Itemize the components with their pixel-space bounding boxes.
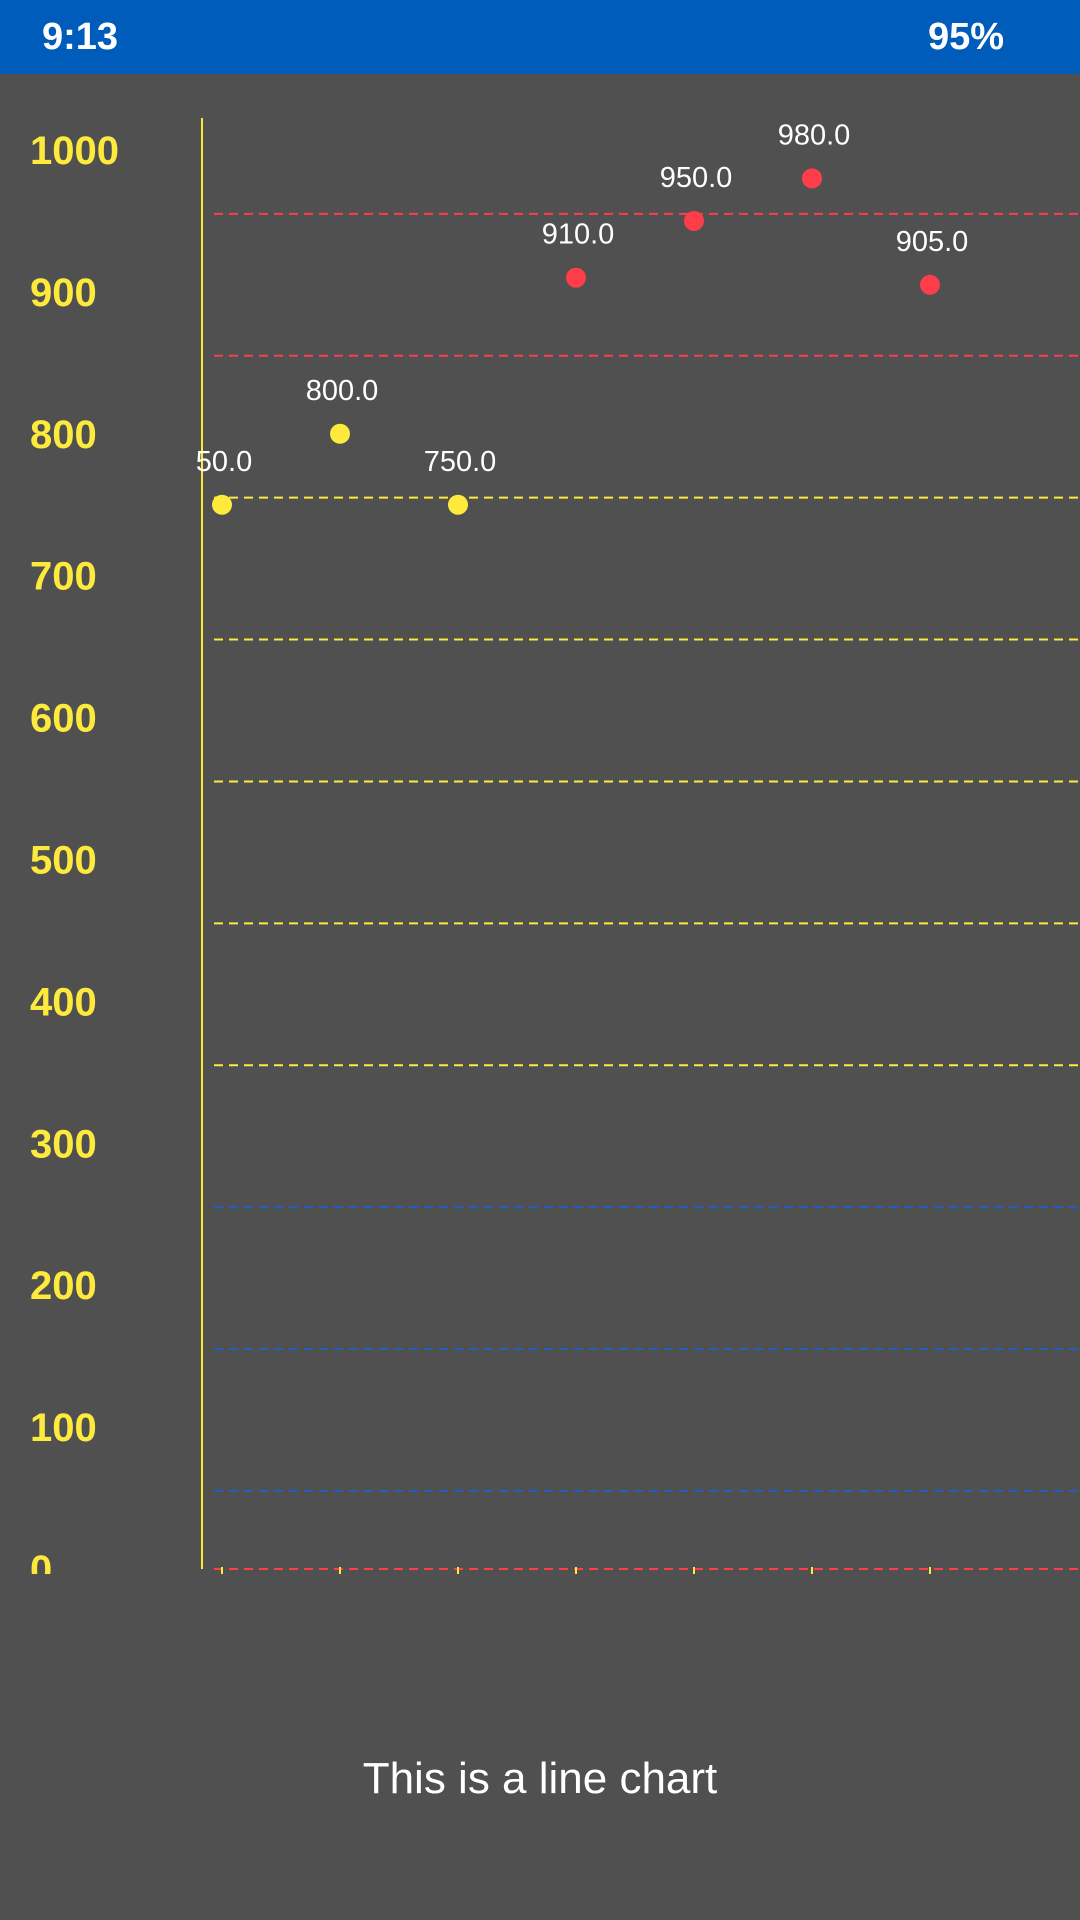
data-point-2 (448, 494, 468, 515)
status-time: 9:13 (42, 16, 119, 58)
y-tick-label-200: 200 (30, 1264, 97, 1308)
status-bar: 9:13 95% (0, 0, 1080, 74)
data-point-6 (920, 274, 940, 295)
data-point-3 (566, 267, 586, 288)
y-tick-label-700: 700 (30, 555, 97, 599)
data-point-0 (212, 494, 232, 515)
y-tick-label-400: 400 (30, 980, 97, 1024)
data-label-3: 910.0 (542, 219, 615, 251)
y-tick-label-1000: 1000 (30, 129, 119, 173)
data-label-2: 750.0 (424, 446, 497, 478)
data-point-4 (684, 210, 704, 231)
chart-caption: This is a line chart (362, 1754, 718, 1803)
data-label-0: 50.0 (196, 446, 252, 478)
y-tick-label-300: 300 (30, 1122, 97, 1166)
data-label-1: 800.0 (306, 375, 379, 407)
y-tick-label-800: 800 (30, 413, 97, 457)
data-label-6: 905.0 (896, 226, 969, 258)
y-tick-label-0: 0 (30, 1548, 52, 1574)
data-point-5 (802, 168, 822, 189)
y-tick-label-100: 100 (30, 1406, 97, 1450)
y-tick-label-900: 900 (30, 271, 97, 315)
data-label-4: 950.0 (660, 162, 733, 194)
line-chart: 010020030040050060070080090010005:0015:0… (30, 118, 1080, 1574)
y-tick-label-600: 600 (30, 697, 97, 741)
data-label-5: 980.0 (778, 119, 851, 151)
battery-percent: 95% (927, 16, 1004, 58)
y-tick-label-500: 500 (30, 839, 97, 883)
data-point-1 (330, 423, 350, 444)
